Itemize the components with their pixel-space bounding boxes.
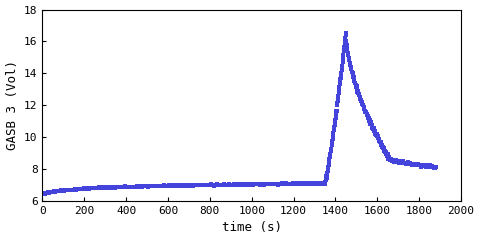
X-axis label: time (s): time (s) <box>222 222 282 234</box>
Y-axis label: GASB 3 (Vol): GASB 3 (Vol) <box>6 60 19 150</box>
